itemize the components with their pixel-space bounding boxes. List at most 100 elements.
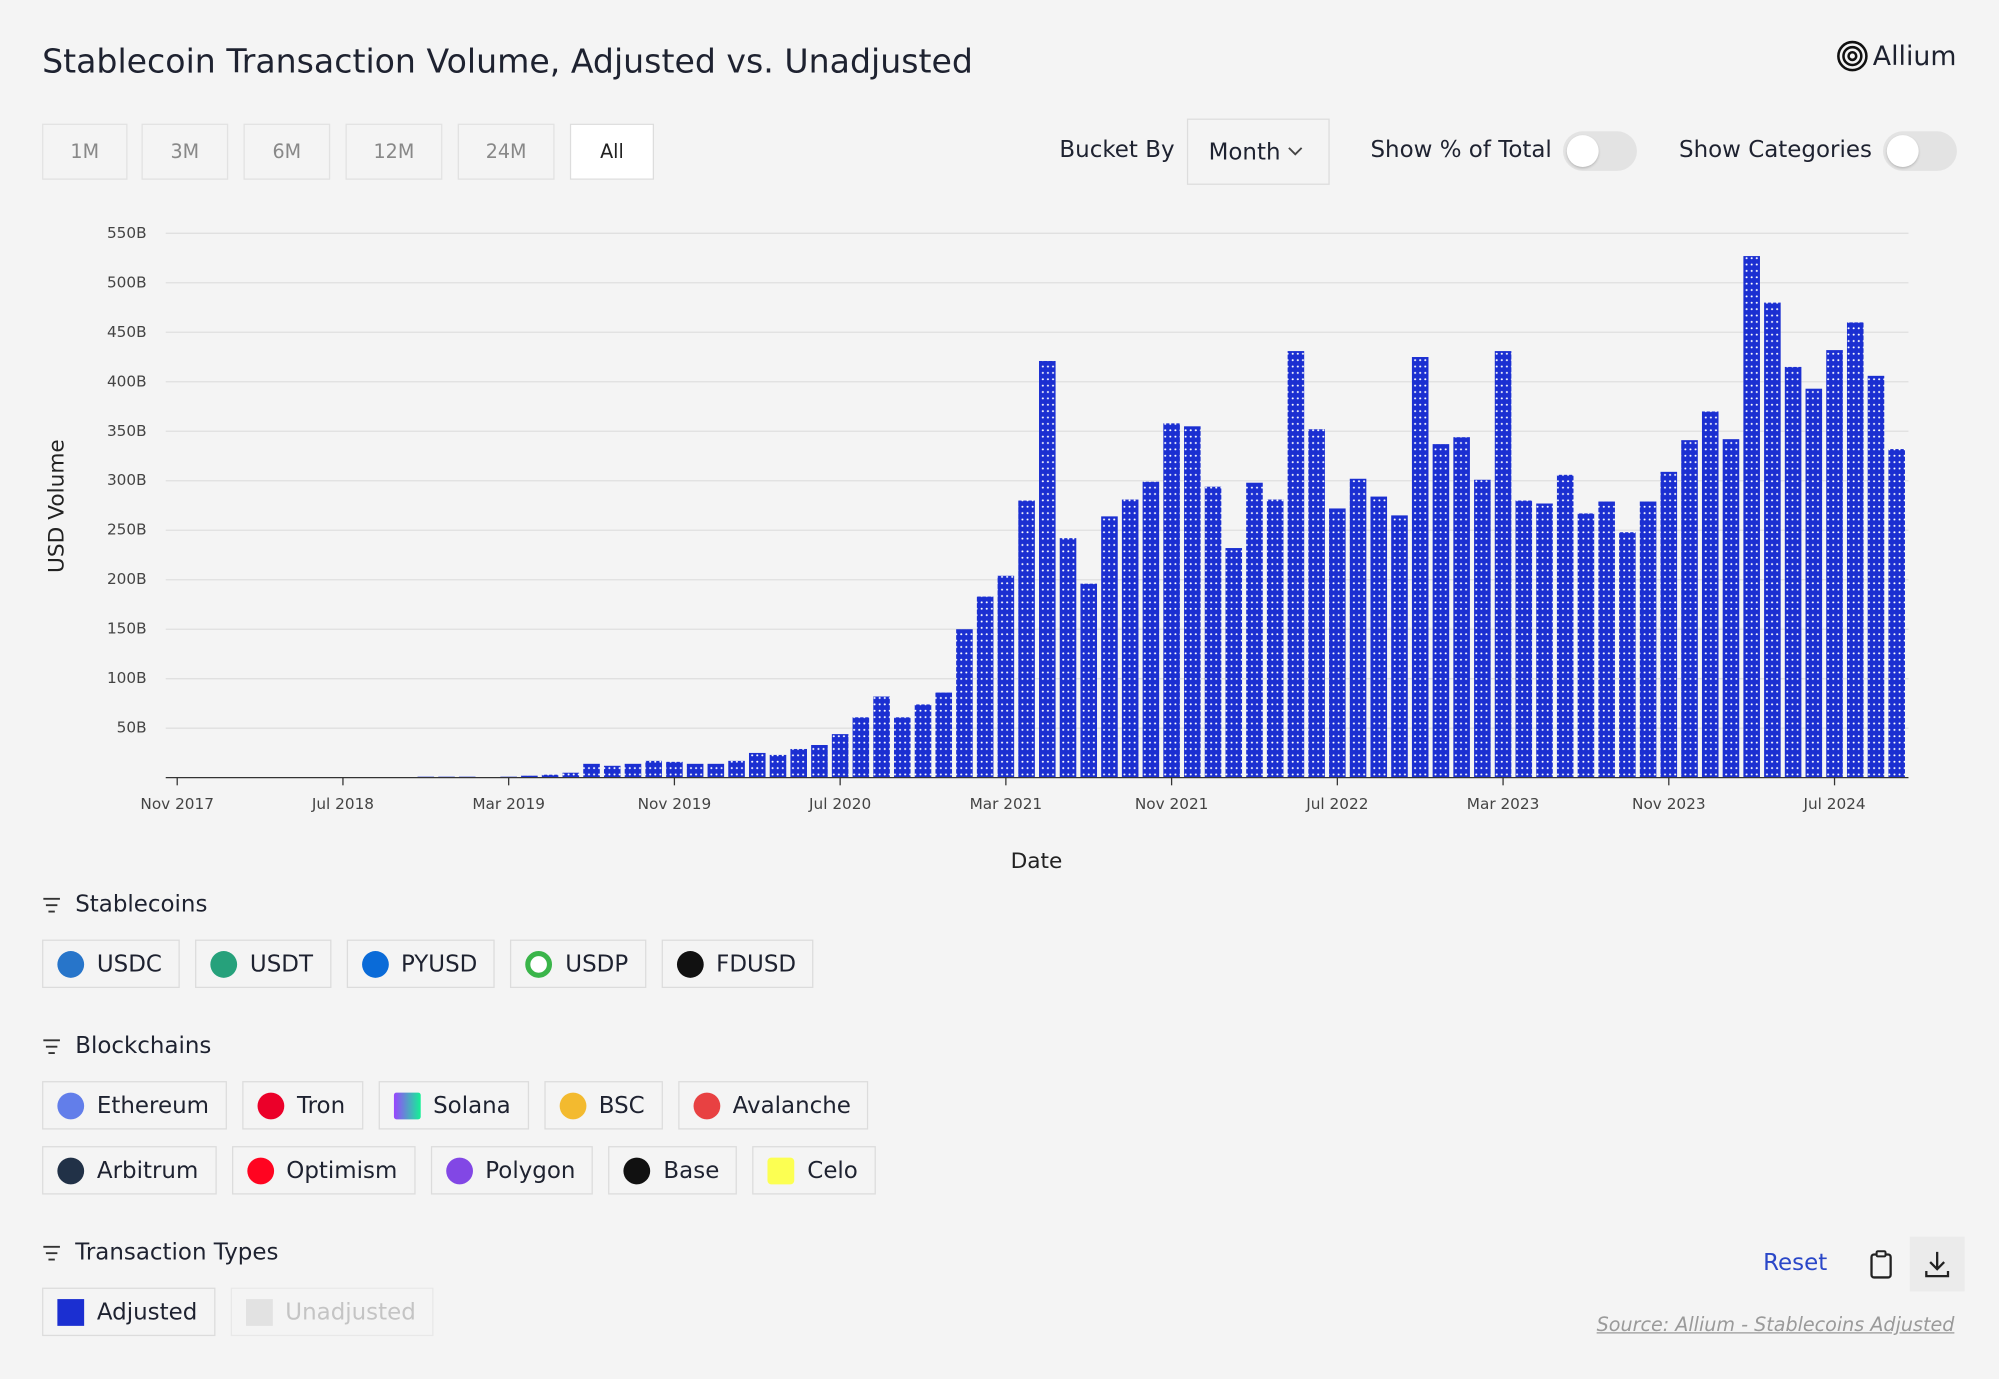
icon — [526, 950, 553, 977]
bar — [1516, 501, 1533, 778]
chip-label: PYUSD — [401, 950, 477, 977]
bar — [894, 717, 911, 777]
reset-button[interactable]: Reset — [1763, 1249, 1827, 1276]
section-title: Transaction Types — [42, 1239, 278, 1266]
bar — [1101, 516, 1118, 777]
chip[interactable]: USDC — [42, 940, 180, 988]
bar — [956, 629, 973, 777]
download-icon — [1910, 1237, 1965, 1292]
bar — [645, 761, 662, 778]
chip[interactable]: BSC — [544, 1081, 663, 1129]
bar — [1888, 449, 1905, 778]
bar — [770, 755, 787, 778]
copy-icon[interactable] — [1868, 1249, 1896, 1280]
chip[interactable]: Solana — [378, 1081, 528, 1129]
y-tick-label: 150B — [107, 620, 147, 638]
bar — [708, 764, 725, 778]
chip-label: Base — [663, 1157, 719, 1184]
chip[interactable]: Ethereum — [42, 1081, 227, 1129]
bar — [1288, 351, 1305, 778]
bar — [1039, 361, 1056, 778]
bar — [1391, 515, 1408, 777]
bar — [1060, 538, 1077, 778]
section-label: Stablecoins — [75, 891, 207, 918]
bar — [1743, 256, 1760, 778]
legend-item[interactable]: Adjusted — [42, 1288, 215, 1336]
bar — [1018, 501, 1035, 778]
chip-label: Tron — [297, 1092, 345, 1119]
icon — [361, 950, 388, 977]
chip-label: USDC — [97, 950, 162, 977]
y-tick-label: 200B — [107, 570, 147, 588]
x-tick-label: Jul 2018 — [311, 795, 374, 813]
icon — [57, 1157, 84, 1184]
chip[interactable]: Polygon — [430, 1146, 593, 1194]
icon — [394, 1092, 421, 1119]
y-tick-label: 50B — [117, 719, 147, 737]
y-tick-label: 100B — [107, 669, 147, 687]
x-tick-label: Nov 2017 — [140, 795, 214, 813]
y-tick-label: 400B — [107, 372, 147, 390]
x-tick-label: Nov 2021 — [1135, 795, 1209, 813]
chip-label: Polygon — [485, 1157, 575, 1184]
y-tick-label: 450B — [107, 323, 147, 341]
chip-label: Solana — [433, 1092, 511, 1119]
chip[interactable]: PYUSD — [346, 940, 495, 988]
icon — [446, 1157, 473, 1184]
bar — [1205, 487, 1222, 778]
bar — [1640, 502, 1657, 778]
legend-item[interactable]: Unadjusted — [230, 1288, 433, 1336]
chip[interactable]: Base — [609, 1146, 738, 1194]
icon — [210, 950, 237, 977]
bar — [1723, 439, 1740, 777]
bar — [1764, 303, 1781, 778]
bar — [1143, 482, 1160, 778]
x-tick-label: Jul 2022 — [1305, 795, 1368, 813]
bar — [604, 766, 621, 778]
bar — [873, 697, 890, 778]
download-button[interactable] — [1910, 1237, 1965, 1292]
bar — [1536, 504, 1553, 778]
icon — [693, 1092, 720, 1119]
bar — [1122, 500, 1139, 778]
bar — [1847, 322, 1864, 777]
chip[interactable]: USDP — [510, 940, 646, 988]
bar — [1474, 480, 1491, 778]
chip[interactable]: FDUSD — [661, 940, 814, 988]
chip[interactable]: Optimism — [231, 1146, 415, 1194]
chip-label: Ethereum — [97, 1092, 209, 1119]
section-label: Blockchains — [75, 1033, 211, 1060]
x-tick-label: Nov 2023 — [1632, 795, 1706, 813]
section-label: Transaction Types — [75, 1239, 278, 1266]
bar — [1246, 483, 1263, 778]
chip[interactable]: USDT — [195, 940, 331, 988]
chip-label: FDUSD — [716, 950, 796, 977]
bar — [1370, 497, 1387, 778]
x-tick-label: Mar 2023 — [1467, 795, 1540, 813]
bar — [1868, 376, 1885, 778]
bar — [1329, 508, 1346, 777]
bar — [1785, 367, 1802, 778]
bar — [1080, 584, 1097, 778]
chip[interactable]: Avalanche — [678, 1081, 869, 1129]
bar — [666, 762, 683, 778]
source-link[interactable]: Source: Allium - Stablecoins Adjusted — [1597, 1313, 1955, 1336]
bar — [1619, 532, 1636, 777]
chip-label: Arbitrum — [97, 1157, 198, 1184]
bar — [1661, 472, 1678, 778]
icon — [257, 1092, 284, 1119]
bar — [1184, 426, 1201, 777]
chip[interactable]: Arbitrum — [42, 1146, 216, 1194]
chip[interactable]: Tron — [242, 1081, 363, 1129]
chip[interactable]: Celo — [752, 1146, 875, 1194]
filter-icon — [42, 1245, 62, 1260]
bar — [1433, 444, 1450, 778]
bar — [563, 773, 580, 778]
icon — [559, 1092, 586, 1119]
bar — [1557, 475, 1574, 778]
x-tick-label: Jul 2024 — [1802, 795, 1865, 813]
y-axis-title: USD Volume — [44, 439, 69, 573]
x-tick-label: Mar 2021 — [970, 795, 1043, 813]
bar — [853, 717, 870, 777]
bar — [1598, 502, 1615, 778]
